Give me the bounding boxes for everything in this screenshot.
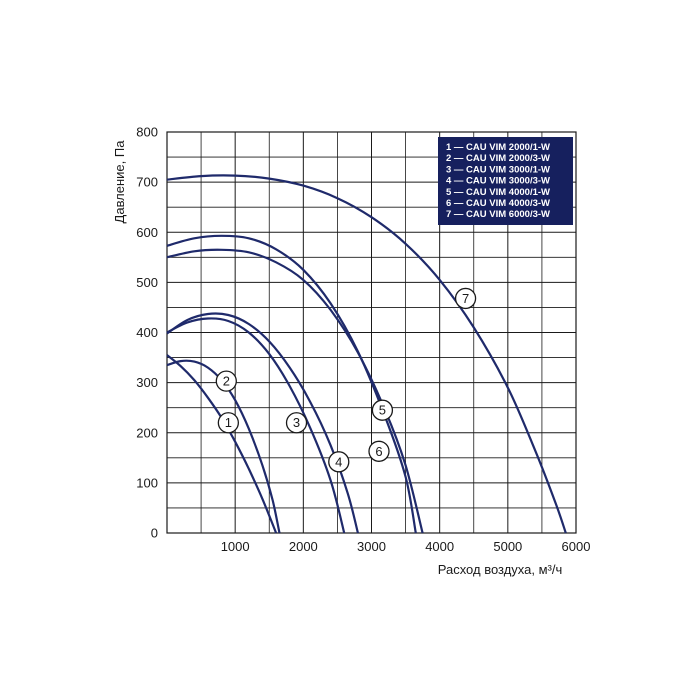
x-tick-label: 4000 xyxy=(425,539,454,554)
curve-marker-7: 7 xyxy=(454,287,477,310)
y-tick-label: 700 xyxy=(136,175,158,190)
legend-entry: 3 — CAU VIM 3000/1-W xyxy=(446,164,550,175)
curve-marker-3: 3 xyxy=(285,412,308,434)
curve-marker-4: 4 xyxy=(328,451,350,473)
marker-label: 4 xyxy=(335,454,342,469)
x-tick-label: 3000 xyxy=(357,539,386,554)
marker-label: 7 xyxy=(462,291,469,306)
legend-entry: 4 — CAU VIM 3000/3-W xyxy=(446,176,550,187)
y-tick-label: 200 xyxy=(136,425,158,440)
curve-marker-1: 1 xyxy=(217,412,240,434)
marker-circle xyxy=(454,287,477,310)
marker-circle xyxy=(217,412,240,434)
legend-entry: 1 — CAU VIM 2000/1-W xyxy=(446,142,550,153)
legend-box xyxy=(438,137,573,225)
marker-label: 1 xyxy=(225,415,232,430)
y-tick-label: 100 xyxy=(136,475,158,490)
x-tick-label: 2000 xyxy=(289,539,318,554)
legend: 1 — CAU VIM 2000/1-W2 — CAU VIM 2000/3-W… xyxy=(438,137,573,225)
curve-marker-2: 2 xyxy=(215,370,237,392)
y-tick-label: 0 xyxy=(151,526,158,541)
legend-entry: 5 — CAU VIM 4000/1-W xyxy=(446,187,550,198)
marker-label: 3 xyxy=(293,415,300,430)
x-tick-label: 5000 xyxy=(493,539,522,554)
curve-marker-6: 6 xyxy=(368,440,390,462)
curve-5 xyxy=(166,248,424,534)
legend-entry: 6 — CAU VIM 4000/3-W xyxy=(446,198,550,209)
curve-markers: 1 2 3 4 5 6 7 xyxy=(215,287,477,473)
y-tick-label: 500 xyxy=(136,275,158,290)
tick-labels: 1000 2000 3000 4000 5000 6000 0 100 200 300 400 500… xyxy=(136,125,590,555)
curve-6 xyxy=(166,234,417,534)
y-tick-label: 400 xyxy=(136,325,158,340)
y-tick-label: 600 xyxy=(136,225,158,240)
legend-entry: 7 — CAU VIM 6000/3-W xyxy=(446,209,550,220)
curve-3 xyxy=(166,317,346,534)
marker-label: 2 xyxy=(223,374,230,389)
x-axis-label: Расход воздуха, м³/ч xyxy=(438,562,563,577)
marker-circle xyxy=(368,440,390,462)
x-tick-label: 1000 xyxy=(221,539,250,554)
marker-circle xyxy=(285,412,308,434)
curve-marker-5: 5 xyxy=(371,399,394,421)
legend-entry: 2 — CAU VIM 2000/3-W xyxy=(446,153,550,164)
marker-circle xyxy=(328,451,350,473)
y-tick-label: 300 xyxy=(136,375,158,390)
curves xyxy=(166,174,567,534)
curve-7 xyxy=(166,174,567,534)
marker-label: 6 xyxy=(375,444,382,459)
marker-circle xyxy=(371,399,394,421)
marker-circle xyxy=(215,370,237,392)
y-axis-label: Давление, Па xyxy=(112,140,127,224)
x-tick-label: 6000 xyxy=(562,539,591,554)
y-tick-label: 800 xyxy=(136,125,158,140)
marker-label: 5 xyxy=(379,403,386,418)
